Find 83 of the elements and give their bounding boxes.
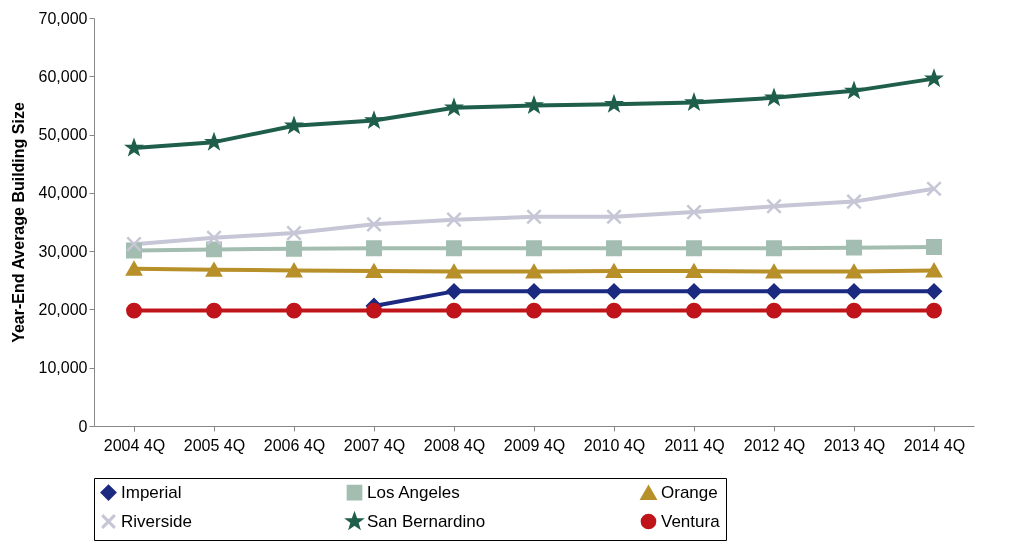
legend-label: Imperial <box>121 482 182 502</box>
point <box>846 302 862 319</box>
point <box>846 283 862 300</box>
point <box>286 302 302 319</box>
point <box>364 110 383 129</box>
point <box>444 97 464 117</box>
point <box>686 283 702 300</box>
point <box>766 240 782 257</box>
point <box>366 263 382 279</box>
x-tick-label: 2007 4Q <box>343 436 406 454</box>
x-tick-label: 2014 4Q <box>903 436 966 454</box>
point <box>526 283 542 300</box>
point <box>126 261 142 276</box>
point <box>286 225 302 242</box>
point <box>286 263 302 278</box>
point <box>286 240 302 257</box>
y-tick-label: 70,000 <box>38 9 88 27</box>
point <box>446 302 462 319</box>
point <box>686 302 702 319</box>
y-tick-label: 50,000 <box>38 126 88 144</box>
point <box>606 302 622 319</box>
point <box>846 264 862 279</box>
point <box>926 239 942 256</box>
x-tick-label: 2005 4Q <box>183 436 246 454</box>
y-axis-title: Year-End Average Building Size <box>9 102 27 343</box>
legend-label: Los Angeles <box>367 482 460 502</box>
y-tick-label: 0 <box>78 417 88 435</box>
legend-label: San Bernardino <box>367 511 486 531</box>
point <box>206 229 222 246</box>
point <box>924 68 944 88</box>
point <box>926 302 942 319</box>
y-tick-label: 60,000 <box>38 67 88 85</box>
point <box>926 263 942 278</box>
point <box>366 240 382 257</box>
point <box>684 92 704 111</box>
x-tick-label: 2006 4Q <box>263 436 326 454</box>
y-tick-label: 10,000 <box>38 359 88 377</box>
point <box>206 302 222 319</box>
y-tick-label: 40,000 <box>38 184 88 202</box>
x-tick-label: 2012 4Q <box>743 436 806 454</box>
point <box>526 208 542 225</box>
point <box>126 302 142 319</box>
point <box>846 239 862 256</box>
point <box>686 240 702 257</box>
legend-label: Riverside <box>121 511 192 531</box>
point <box>284 115 304 135</box>
point <box>606 263 622 279</box>
point <box>206 262 222 277</box>
y-tick-label: 20,000 <box>38 300 88 318</box>
x-tick-label: 2009 4Q <box>503 436 566 454</box>
point <box>766 264 782 279</box>
point <box>446 211 462 228</box>
point <box>846 193 862 210</box>
point <box>526 240 542 257</box>
point <box>446 240 462 257</box>
point <box>926 180 942 197</box>
point <box>606 240 622 257</box>
point <box>606 283 622 300</box>
x-tick-label: 2011 4Q <box>664 436 725 454</box>
x-tick-label: 2013 4Q <box>823 436 886 454</box>
point <box>766 198 782 215</box>
y-tick-label: 30,000 <box>38 242 88 260</box>
point <box>764 87 784 107</box>
point <box>766 302 782 319</box>
x-tick-label: 2010 4Q <box>583 436 646 454</box>
point <box>766 283 782 300</box>
point <box>844 80 864 100</box>
point <box>686 263 702 279</box>
point <box>206 241 222 258</box>
x-tick-label: 2008 4Q <box>423 436 486 454</box>
point <box>686 204 702 221</box>
point <box>446 264 462 279</box>
legend-label: Orange <box>661 483 718 503</box>
point <box>366 216 382 233</box>
point <box>526 302 542 319</box>
point <box>126 236 142 253</box>
point <box>366 302 382 319</box>
x-tick-label: 2004 4Q <box>103 436 166 454</box>
legend-label: Ventura <box>661 511 721 531</box>
point <box>926 283 942 300</box>
point <box>606 208 622 225</box>
point <box>446 283 462 300</box>
point <box>526 264 542 279</box>
